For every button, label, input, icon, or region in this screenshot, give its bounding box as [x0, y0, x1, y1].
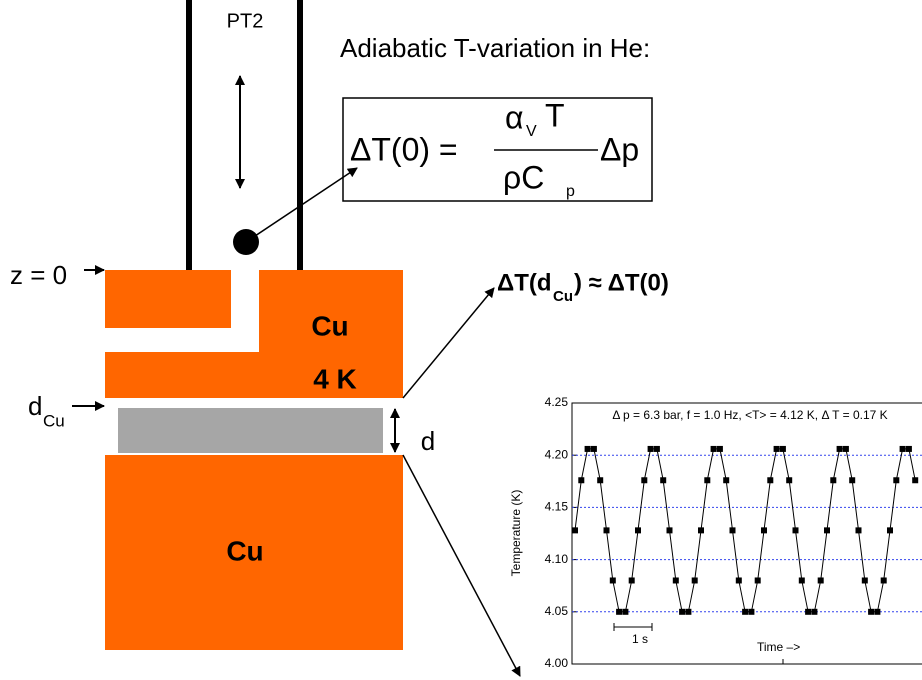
y-tick-label: 4.25 [545, 395, 569, 409]
y-tick-label: 4.15 [545, 500, 569, 514]
z0-label: z = 0 [10, 260, 67, 290]
data-point [805, 609, 811, 615]
data-point [824, 527, 830, 533]
chart-title: Δ p = 6.3 bar, f = 1.0 Hz, <T> = 4.12 K,… [612, 408, 887, 422]
channel [105, 328, 259, 352]
data-point [887, 527, 893, 533]
data-point [717, 446, 723, 452]
y-tick-label: 4.05 [545, 604, 569, 618]
data-point [811, 609, 817, 615]
data-point [742, 609, 748, 615]
data-point [912, 477, 918, 483]
y-axis-label: Temperature (K) [509, 490, 523, 577]
plot-frame [572, 403, 922, 664]
data-point [622, 609, 628, 615]
data-point [761, 527, 767, 533]
data-point [685, 609, 691, 615]
arrow [403, 455, 520, 676]
data-point [856, 527, 862, 533]
data-point [591, 446, 597, 452]
data-point [635, 527, 641, 533]
data-point [881, 577, 887, 583]
data-point [648, 446, 654, 452]
gap-layer [118, 408, 383, 453]
data-point [585, 446, 591, 452]
data-point [874, 609, 880, 615]
data-point [629, 577, 635, 583]
formula-t: T [545, 97, 565, 133]
data-point [660, 477, 666, 483]
data-point [900, 446, 906, 452]
data-point [843, 446, 849, 452]
heading: Adiabatic T-variation in He: [340, 33, 650, 63]
data-point [818, 577, 824, 583]
data-point [736, 577, 742, 583]
data-point [780, 446, 786, 452]
formula-sub: V [526, 123, 537, 140]
formula-sub: p [566, 183, 575, 200]
data-point [711, 446, 717, 452]
data-point [673, 577, 679, 583]
result-sub: Cu [553, 288, 573, 305]
page: PT2 Adiabatic T-variation in He: ΔT(0) =… [0, 0, 922, 680]
annotation: 1 s [632, 632, 648, 646]
data-point [906, 446, 912, 452]
data-point [704, 477, 710, 483]
data-point [692, 577, 698, 583]
data-point [767, 477, 773, 483]
formula-lhs: ΔT(0) = [350, 131, 458, 167]
data-point [868, 609, 874, 615]
data-point [849, 477, 855, 483]
formula-rhs: Δp [600, 131, 639, 167]
data-point [654, 446, 660, 452]
data-point [616, 609, 622, 615]
data-point [641, 477, 647, 483]
y-tick-label: 4.10 [545, 552, 569, 566]
data-point [610, 577, 616, 583]
pt2-label: PT2 [227, 10, 264, 32]
data-point [748, 609, 754, 615]
data-point [830, 477, 836, 483]
data-point [667, 527, 673, 533]
data-point [862, 577, 868, 583]
data-point [597, 477, 603, 483]
data-point [774, 446, 780, 452]
data-point [572, 527, 578, 533]
formula-alpha: α [505, 99, 524, 135]
block-label: Cu [226, 535, 263, 566]
data-point [793, 527, 799, 533]
gap-label: d [421, 426, 435, 456]
data-point [893, 477, 899, 483]
result: ) ≈ ΔT(0) [574, 269, 669, 296]
dcu-sub: Cu [43, 411, 65, 430]
data-point [730, 527, 736, 533]
result: ΔT(d [497, 269, 552, 296]
block-label: Cu [311, 310, 348, 341]
chart: Δ p = 6.3 bar, f = 1.0 Hz, <T> = 4.12 K,… [509, 395, 922, 670]
block-label: 4 K [313, 363, 357, 394]
arrow [403, 288, 494, 398]
data-point [723, 477, 729, 483]
y-tick-label: 4.20 [545, 447, 569, 461]
data-point [837, 446, 843, 452]
data-point [799, 577, 805, 583]
data-point [679, 609, 685, 615]
dcu-label: d [28, 391, 42, 421]
data-point [698, 527, 704, 533]
data-point [578, 477, 584, 483]
data-point [786, 477, 792, 483]
data-point [604, 527, 610, 533]
data-point [755, 577, 761, 583]
x-axis-label: Time –> [757, 640, 800, 654]
y-tick-label: 4.00 [545, 656, 569, 670]
formula-den: ρC [503, 159, 544, 195]
